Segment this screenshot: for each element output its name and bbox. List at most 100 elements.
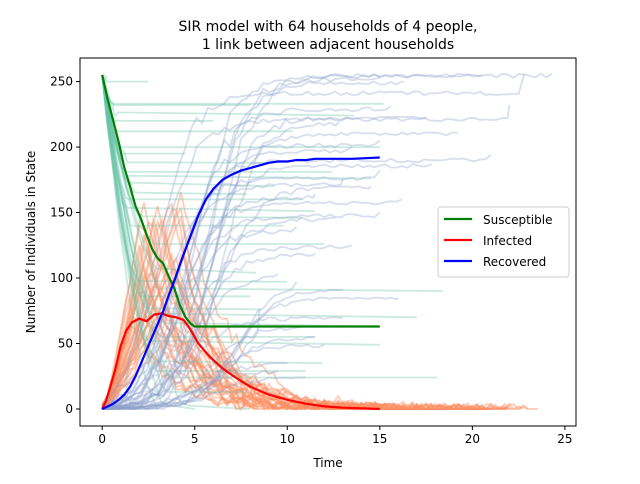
susceptible-run-line — [101, 74, 195, 410]
susceptible-run-line — [101, 74, 251, 410]
infected-run-line — [101, 216, 406, 411]
recovered-run-line — [101, 73, 526, 406]
x-tick-label: 0 — [98, 432, 106, 446]
recovered-run-line — [102, 131, 458, 410]
recovered-run-line — [101, 139, 381, 410]
recovered-run-line — [102, 80, 404, 410]
recovered-run-line — [102, 296, 399, 410]
susceptible-series-line — [101, 74, 380, 328]
infected-run-line — [101, 215, 508, 411]
x-tick-label: 5 — [191, 432, 199, 446]
infected-run-line — [101, 244, 259, 410]
susceptible-run-line — [101, 74, 256, 274]
y-tick-label: 200 — [50, 140, 73, 154]
legend-box — [437, 206, 570, 278]
susceptible-run-line — [101, 74, 325, 245]
x-axis: 0 5 10 15 20 25 — [98, 426, 573, 446]
infected-run-line — [101, 224, 327, 410]
infected-run-line — [101, 319, 489, 411]
infected-run-line — [101, 323, 494, 411]
susceptible-run-line — [101, 73, 149, 83]
infected-run-line — [101, 218, 486, 411]
legend-label: Infected — [483, 234, 532, 248]
chart-title-line-2: 1 link between adjacent households — [202, 37, 454, 53]
legend-label: Susceptible — [483, 213, 552, 227]
infected-run-line — [101, 285, 420, 410]
recovered-run-line — [102, 252, 316, 410]
susceptible-run-line — [101, 74, 159, 410]
x-axis-label: Time — [312, 456, 342, 470]
recovered-run-line — [102, 216, 336, 410]
recovered-run-line — [102, 185, 372, 410]
recovered-run-line — [101, 316, 344, 410]
susceptible-run-line — [101, 74, 288, 283]
susceptible-run-line — [101, 74, 303, 201]
infected-run-line — [101, 265, 370, 411]
y-tick-label: 250 — [50, 75, 73, 89]
recovered-run-line — [101, 244, 353, 410]
infected-run-line — [101, 268, 425, 411]
infected-series-line — [101, 312, 380, 411]
y-tick-label: 100 — [50, 271, 73, 285]
infected-run-line — [101, 273, 288, 410]
recovered-run-line — [101, 104, 511, 407]
recovered-run-line — [101, 376, 306, 410]
legend-label: Recovered — [483, 255, 546, 269]
susceptible-run-line — [101, 74, 247, 393]
infected-run-line — [101, 290, 340, 411]
susceptible-run-line — [101, 74, 438, 379]
recovered-run-line — [102, 211, 381, 410]
susceptible-run-line — [101, 74, 417, 319]
infected-run-line — [101, 205, 482, 410]
recovered-run-line — [102, 288, 343, 410]
susceptible-run-line — [101, 74, 380, 346]
infected-run-line — [101, 234, 524, 411]
infected-run-line — [101, 279, 442, 411]
recovered-run-line — [102, 273, 279, 410]
plot-frame — [79, 57, 577, 427]
infected-run-line — [101, 272, 238, 410]
recovered-run-line — [102, 362, 288, 410]
y-tick-label: 150 — [50, 206, 73, 220]
susceptible-run-line — [101, 74, 443, 292]
susceptible-run-line — [101, 74, 316, 213]
recovered-run-line — [102, 281, 298, 410]
susceptible-run-line — [101, 74, 306, 372]
susceptible-run-line — [101, 74, 262, 311]
main-series — [101, 74, 380, 411]
x-tick-label: 10 — [280, 432, 295, 446]
y-tick-label: 50 — [58, 336, 73, 350]
recovered-run-line — [102, 74, 483, 411]
recovered-run-line — [102, 76, 381, 410]
recovered-run-line — [101, 309, 261, 410]
x-tick-label: 25 — [557, 432, 572, 446]
infected-run-line — [101, 205, 255, 410]
infected-run-line — [101, 250, 512, 411]
recovered-run-line — [102, 336, 315, 410]
recovered-run-line — [102, 105, 392, 410]
infected-run-line — [101, 314, 482, 411]
recovered-series-line — [101, 156, 380, 410]
infected-run-line — [101, 217, 246, 410]
recovered-run-line — [101, 198, 403, 410]
chart-title-line-1: SIR model with 64 households of 4 people… — [178, 19, 477, 35]
y-axis-label: Number of Individuals in State — [24, 151, 38, 333]
recovered-run-line — [102, 370, 279, 410]
susceptible-run-line — [101, 74, 251, 298]
recovered-run-line — [102, 343, 325, 410]
infected-run-line — [101, 201, 409, 411]
y-axis: 0 50 100 150 200 250 — [50, 75, 80, 416]
susceptible-run-line — [101, 74, 371, 181]
infected-run-line — [101, 244, 296, 411]
susceptible-run-line — [101, 74, 323, 364]
x-tick-label: 15 — [372, 432, 387, 446]
recovered-run-line — [101, 193, 316, 411]
legend: Susceptible Infected Recovered — [437, 206, 570, 278]
infected-run-line — [101, 202, 508, 411]
infected-run-line — [101, 192, 538, 411]
recovered-run-line — [101, 115, 427, 410]
recovered-run-line — [101, 121, 340, 410]
infected-run-line — [101, 326, 484, 411]
